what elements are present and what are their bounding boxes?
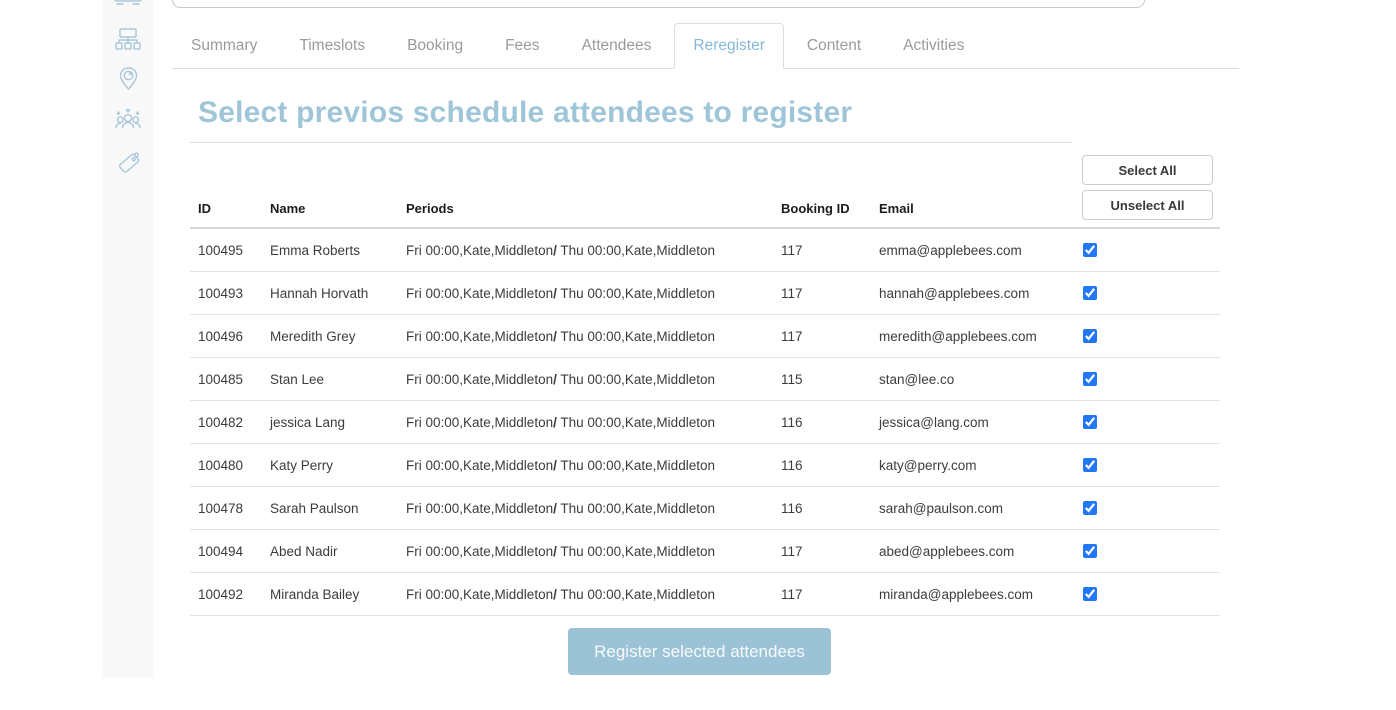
sitemap-icon[interactable] xyxy=(115,27,141,53)
table-row: 100492 Miranda Bailey Fri 00:00,Kate,Mid… xyxy=(190,573,1220,616)
top-input-box[interactable] xyxy=(172,0,1145,8)
table-body: 100495 Emma Roberts Fri 00:00,Kate,Middl… xyxy=(190,229,1220,616)
cell-booking-id: 117 xyxy=(781,285,803,301)
header-id: ID xyxy=(198,200,211,216)
cell-id: 100485 xyxy=(198,371,244,387)
row-checkbox[interactable] xyxy=(1083,415,1097,429)
header-name: Name xyxy=(270,200,306,216)
table-row: 100493 Hannah Horvath Fri 00:00,Kate,Mid… xyxy=(190,272,1220,315)
row-checkbox[interactable] xyxy=(1083,458,1097,472)
cell-booking-id: 116 xyxy=(781,500,803,516)
header-periods: Periods xyxy=(406,200,454,216)
cell-email: jessica@lang.com xyxy=(879,414,989,430)
table-row: 100485 Stan Lee Fri 00:00,Kate,Middleton… xyxy=(190,358,1220,401)
tab-booking[interactable]: Booking xyxy=(407,37,464,54)
cell-email: meredith@applebees.com xyxy=(879,328,1037,344)
header-email: Email xyxy=(879,200,914,216)
table-row: 100494 Abed Nadir Fri 00:00,Kate,Middlet… xyxy=(190,530,1220,573)
cell-name: Katy Perry xyxy=(270,457,334,473)
cell-booking-id: 116 xyxy=(781,414,803,430)
tab-content[interactable]: Content xyxy=(806,37,862,54)
heading-section: Select previos schedule attendees to reg… xyxy=(190,88,1072,143)
cell-id: 100493 xyxy=(198,285,244,301)
cell-periods: Fri 00:00,Kate,Middleton/ Thu 00:00,Kate… xyxy=(406,242,715,258)
tab-reregister[interactable]: Reregister xyxy=(674,23,784,69)
location-pin-icon[interactable] xyxy=(117,66,140,92)
cell-id: 100480 xyxy=(198,457,244,473)
tab-summary[interactable]: Summary xyxy=(191,37,258,54)
tab-fees[interactable]: Fees xyxy=(505,37,540,54)
cell-id: 100478 xyxy=(198,500,244,516)
cell-id: 100492 xyxy=(198,586,244,602)
tab-timeslots[interactable]: Timeslots xyxy=(299,37,366,54)
table-row: 100478 Sarah Paulson Fri 00:00,Kate,Midd… xyxy=(190,487,1220,530)
row-checkbox[interactable] xyxy=(1083,544,1097,558)
cell-email: abed@applebees.com xyxy=(879,543,1015,559)
sidebar xyxy=(103,0,153,677)
cell-booking-id: 116 xyxy=(781,457,803,473)
cell-email: hannah@applebees.com xyxy=(879,285,1030,301)
unselect-all-button[interactable]: Unselect All xyxy=(1082,190,1213,220)
row-checkbox[interactable] xyxy=(1083,372,1097,386)
cell-id: 100495 xyxy=(198,242,244,258)
register-selected-attendees-button[interactable]: Register selected attendees xyxy=(568,628,831,675)
table-row: 100480 Katy Perry Fri 00:00,Kate,Middlet… xyxy=(190,444,1220,487)
tab-activities[interactable]: Activities xyxy=(903,37,965,54)
row-checkbox[interactable] xyxy=(1083,243,1097,257)
cell-booking-id: 117 xyxy=(781,586,803,602)
cell-name: Stan Lee xyxy=(270,371,325,387)
cell-id: 100494 xyxy=(198,543,244,559)
row-checkbox[interactable] xyxy=(1083,587,1097,601)
table-header: ID Name Periods Booking ID Email xyxy=(190,189,1220,229)
cell-periods: Fri 00:00,Kate,Middleton/ Thu 00:00,Kate… xyxy=(406,543,715,559)
table-row: 100495 Emma Roberts Fri 00:00,Kate,Middl… xyxy=(190,229,1220,272)
page-title: Select previos schedule attendees to reg… xyxy=(198,96,853,129)
cell-name: Abed Nadir xyxy=(270,543,338,559)
cell-name: Hannah Horvath xyxy=(270,285,369,301)
header-booking-id: Booking ID xyxy=(781,200,850,216)
cell-id: 100496 xyxy=(198,328,244,344)
cell-periods: Fri 00:00,Kate,Middleton/ Thu 00:00,Kate… xyxy=(406,285,715,301)
table-row: 100482 jessica Lang Fri 00:00,Kate,Middl… xyxy=(190,401,1220,444)
cell-name: Sarah Paulson xyxy=(270,500,359,516)
cell-name: jessica Lang xyxy=(270,414,346,430)
cell-periods: Fri 00:00,Kate,Middleton/ Thu 00:00,Kate… xyxy=(406,371,715,387)
row-checkbox[interactable] xyxy=(1083,329,1097,343)
attendees-table: ID Name Periods Booking ID Email 100495 … xyxy=(190,189,1220,616)
row-checkbox[interactable] xyxy=(1083,286,1097,300)
cell-booking-id: 117 xyxy=(781,328,803,344)
cell-booking-id: 117 xyxy=(781,543,803,559)
cell-name: Miranda Bailey xyxy=(270,586,360,602)
keypad-card-icon[interactable] xyxy=(113,0,143,11)
cell-booking-id: 117 xyxy=(781,242,803,258)
cell-periods: Fri 00:00,Kate,Middleton/ Thu 00:00,Kate… xyxy=(406,328,715,344)
select-all-button[interactable]: Select All xyxy=(1082,155,1213,185)
tab-bar: Summary Timeslots Booking Fees Attendees… xyxy=(172,23,1239,69)
table-row: 100496 Meredith Grey Fri 00:00,Kate,Midd… xyxy=(190,315,1220,358)
cell-email: stan@lee.co xyxy=(879,371,955,387)
cell-periods: Fri 00:00,Kate,Middleton/ Thu 00:00,Kate… xyxy=(406,586,715,602)
cell-name: Emma Roberts xyxy=(270,242,361,258)
cell-booking-id: 115 xyxy=(781,371,803,387)
tab-attendees[interactable]: Attendees xyxy=(581,37,652,54)
cell-id: 100482 xyxy=(198,414,244,430)
cell-email: emma@applebees.com xyxy=(879,242,1022,258)
tag-icon[interactable] xyxy=(116,149,142,177)
cell-periods: Fri 00:00,Kate,Middleton/ Thu 00:00,Kate… xyxy=(406,457,715,473)
row-checkbox[interactable] xyxy=(1083,501,1097,515)
cell-email: katy@perry.com xyxy=(879,457,977,473)
people-group-icon[interactable] xyxy=(114,107,142,134)
cell-email: miranda@applebees.com xyxy=(879,586,1034,602)
cell-email: sarah@paulson.com xyxy=(879,500,1004,516)
cell-periods: Fri 00:00,Kate,Middleton/ Thu 00:00,Kate… xyxy=(406,414,715,430)
cell-periods: Fri 00:00,Kate,Middleton/ Thu 00:00,Kate… xyxy=(406,500,715,516)
cell-name: Meredith Grey xyxy=(270,328,356,344)
